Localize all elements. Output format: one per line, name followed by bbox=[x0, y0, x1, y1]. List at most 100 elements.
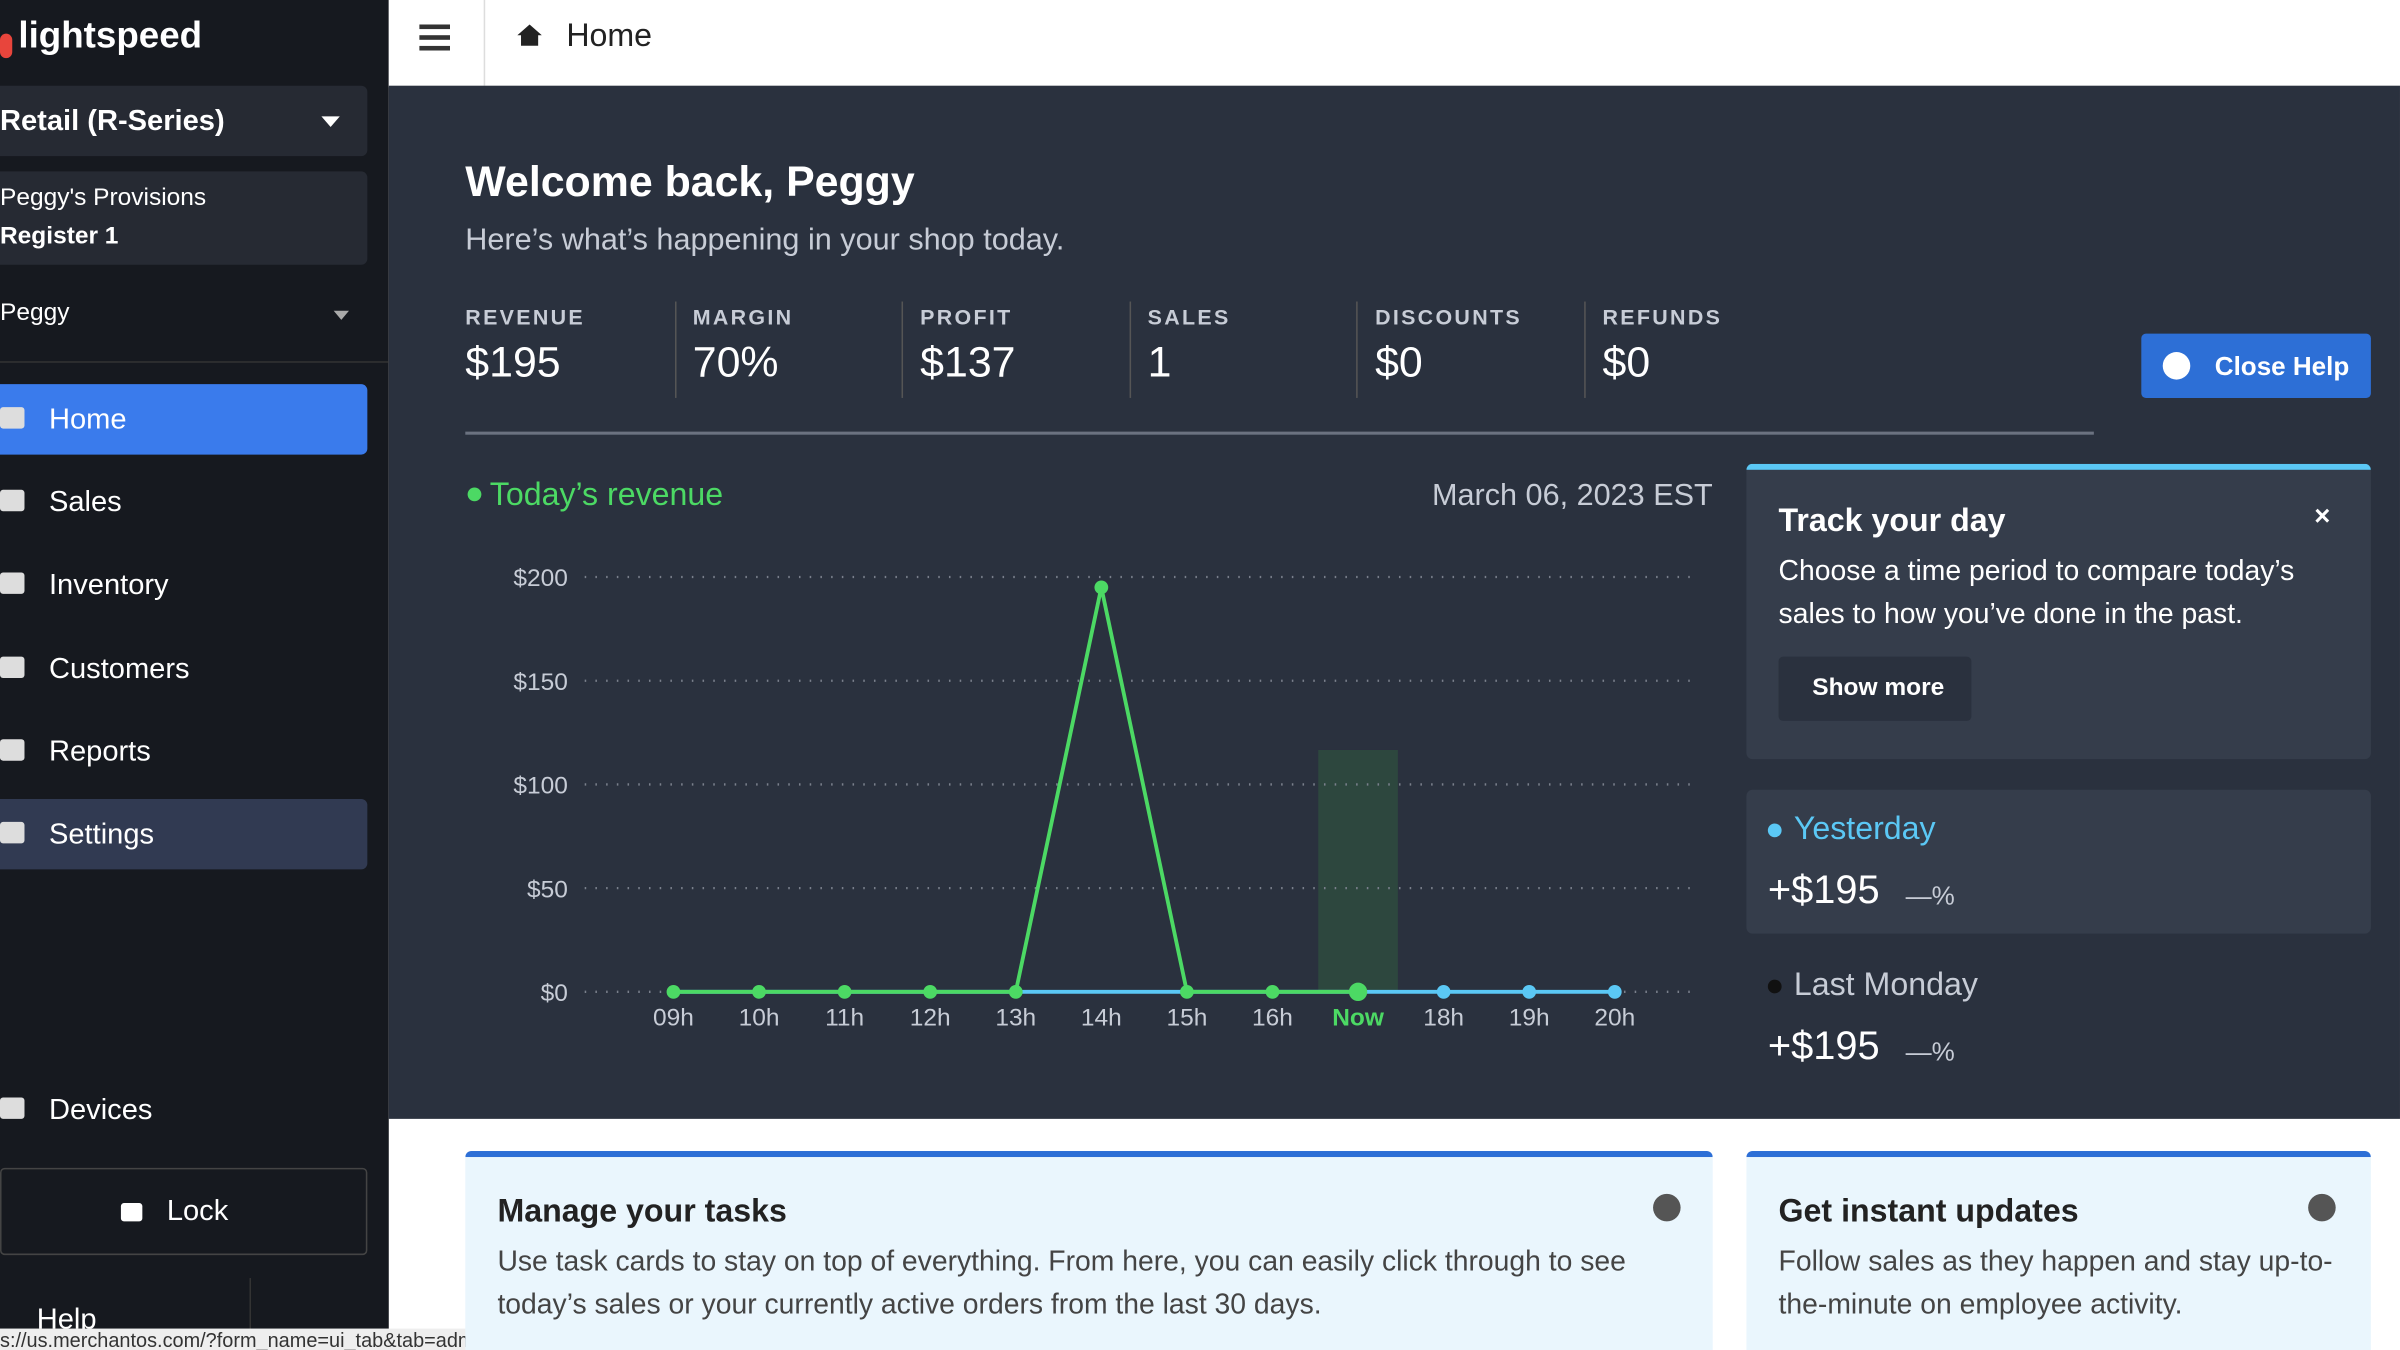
lock-button[interactable]: Lock bbox=[0, 1167, 368, 1256]
nav-item[interactable]: Settings bbox=[0, 798, 368, 870]
card-title: Manage your tasks bbox=[497, 1193, 787, 1230]
store: Retail (R-Series) bbox=[0, 105, 225, 138]
data-point bbox=[1607, 984, 1622, 999]
topbar: Home bbox=[388, 0, 2400, 88]
lock-icon bbox=[120, 1203, 143, 1222]
divider bbox=[901, 301, 904, 398]
track-card: Track your day Choose a time period to c… bbox=[1746, 463, 2371, 760]
nav-label: Inventory bbox=[48, 569, 169, 603]
legend-dot bbox=[1767, 979, 1782, 994]
icon bbox=[0, 1097, 25, 1119]
nav-label: Home bbox=[48, 404, 127, 437]
register-box[interactable]: Peggy's Provisions Register 1 bbox=[0, 171, 368, 265]
y-tick-label: $0 bbox=[541, 980, 568, 1007]
brand: lightspeed bbox=[18, 15, 203, 57]
data-point bbox=[752, 984, 766, 999]
nav-label: Settings bbox=[48, 818, 155, 852]
stat: REVENUE $195 bbox=[465, 305, 585, 388]
button-label: Close Help bbox=[2214, 352, 2350, 382]
x-tick-label: 12h bbox=[910, 1005, 951, 1032]
data-point bbox=[1008, 984, 1023, 999]
welcome-title: Welcome back, Peggy bbox=[465, 157, 915, 206]
data-point bbox=[666, 984, 681, 999]
divider bbox=[1129, 301, 1131, 398]
chart-date: March 06, 2023 EST bbox=[1432, 478, 1713, 512]
nav-item[interactable]: Reports bbox=[0, 716, 367, 786]
card-body: Choose a time period to compare today’s … bbox=[1778, 554, 2295, 630]
nav-item[interactable]: Devices bbox=[0, 1074, 367, 1144]
stat-label: REVENUE bbox=[465, 304, 585, 330]
menu-button[interactable] bbox=[419, 24, 450, 30]
nav-item[interactable]: Home bbox=[0, 384, 368, 455]
x-tick-label: 10h bbox=[739, 1005, 780, 1032]
nav-item[interactable]: Inventory bbox=[0, 550, 367, 620]
lock-label: Lock bbox=[166, 1195, 229, 1228]
data-point bbox=[1180, 984, 1194, 999]
nav-item[interactable]: Sales bbox=[0, 467, 367, 537]
data-point bbox=[837, 984, 852, 999]
x-tick-label: 16h bbox=[1252, 1005, 1293, 1032]
close-icon[interactable] bbox=[2308, 1193, 2336, 1222]
x-tick-label: 20h bbox=[1594, 1005, 1635, 1032]
stat: MARGIN 70% bbox=[693, 305, 794, 388]
show-more-button[interactable]: Show more bbox=[1778, 656, 1972, 721]
close-help-button[interactable]: Close Help bbox=[2141, 333, 2371, 398]
comparison-card[interactable]: Yesterday +$195 —% bbox=[1746, 789, 2371, 934]
now-highlight bbox=[1318, 749, 1398, 992]
stat: DISCOUNTS $0 bbox=[1375, 305, 1522, 388]
stat: PROFIT $137 bbox=[920, 305, 1015, 388]
y-tick-label: $200 bbox=[513, 565, 567, 592]
stat: REFUNDS $0 bbox=[1603, 305, 1723, 388]
logo-icon bbox=[0, 33, 13, 59]
nav-label: Devices bbox=[48, 1094, 153, 1127]
stat-label: SALES bbox=[1147, 304, 1231, 330]
divider bbox=[1356, 301, 1359, 398]
divider bbox=[249, 1278, 252, 1350]
caret bbox=[333, 310, 349, 328]
divider bbox=[0, 361, 389, 363]
comparison-amount: +$195 bbox=[1767, 866, 1880, 913]
nav-item[interactable]: Customers bbox=[0, 633, 367, 703]
dashboard: Welcome back, Peggy Here’s what’s happen… bbox=[388, 85, 2400, 1119]
user[interactable]: Peggy bbox=[0, 299, 70, 327]
stat-value: $0 bbox=[1375, 338, 1423, 386]
data-point bbox=[1522, 984, 1537, 999]
data-point bbox=[1436, 984, 1451, 999]
divider bbox=[483, 0, 486, 86]
stat-value: $195 bbox=[465, 338, 561, 386]
divider bbox=[1584, 301, 1586, 398]
status-bar: s://us.merchantos.com/?form_name=ui_tab&… bbox=[0, 1328, 582, 1350]
data-point bbox=[1094, 580, 1109, 595]
icon bbox=[0, 490, 25, 512]
series-line bbox=[673, 587, 1359, 994]
data-point bbox=[1348, 982, 1368, 1002]
nav-label: Customers bbox=[48, 652, 190, 686]
data-point bbox=[923, 984, 938, 999]
store-select[interactable]: Retail (R-Series) bbox=[0, 85, 368, 157]
x-tick-label: 14h bbox=[1081, 1005, 1122, 1032]
sidebar: lightspeed Retail (R-Series) Peggy's Pro… bbox=[0, 0, 582, 1350]
card-title: Get instant updates bbox=[1778, 1193, 2079, 1230]
y-tick-label: $150 bbox=[513, 669, 567, 696]
card-title: Track your day bbox=[1778, 503, 2006, 539]
x-tick-label: 11h bbox=[825, 1005, 864, 1032]
x-tick-label: Now bbox=[1332, 1005, 1385, 1032]
legend-dot bbox=[1767, 823, 1782, 838]
help-icon bbox=[2162, 352, 2191, 380]
close-icon[interactable] bbox=[1653, 1193, 1681, 1222]
nav-label: Sales bbox=[48, 487, 122, 520]
stat: SALES 1 bbox=[1148, 305, 1231, 388]
comparison-card[interactable]: Last Monday +$195 —% bbox=[1746, 943, 2370, 1087]
legend-label: Today’s revenue bbox=[490, 476, 723, 512]
register: Register 1 bbox=[0, 223, 119, 250]
close-icon[interactable]: × bbox=[2314, 500, 2331, 532]
x-tick-label: 18h bbox=[1423, 1005, 1464, 1032]
button-label: Show more bbox=[1812, 674, 1945, 702]
icon bbox=[0, 656, 25, 678]
x-tick-label: 13h bbox=[995, 1005, 1036, 1032]
stat-label: PROFIT bbox=[920, 304, 1013, 330]
location: Peggy's Provisions bbox=[0, 185, 207, 212]
welcome-subtitle: Here’s what’s happening in your shop tod… bbox=[465, 223, 1065, 258]
comparison-label: Last Monday bbox=[1793, 967, 1978, 1003]
